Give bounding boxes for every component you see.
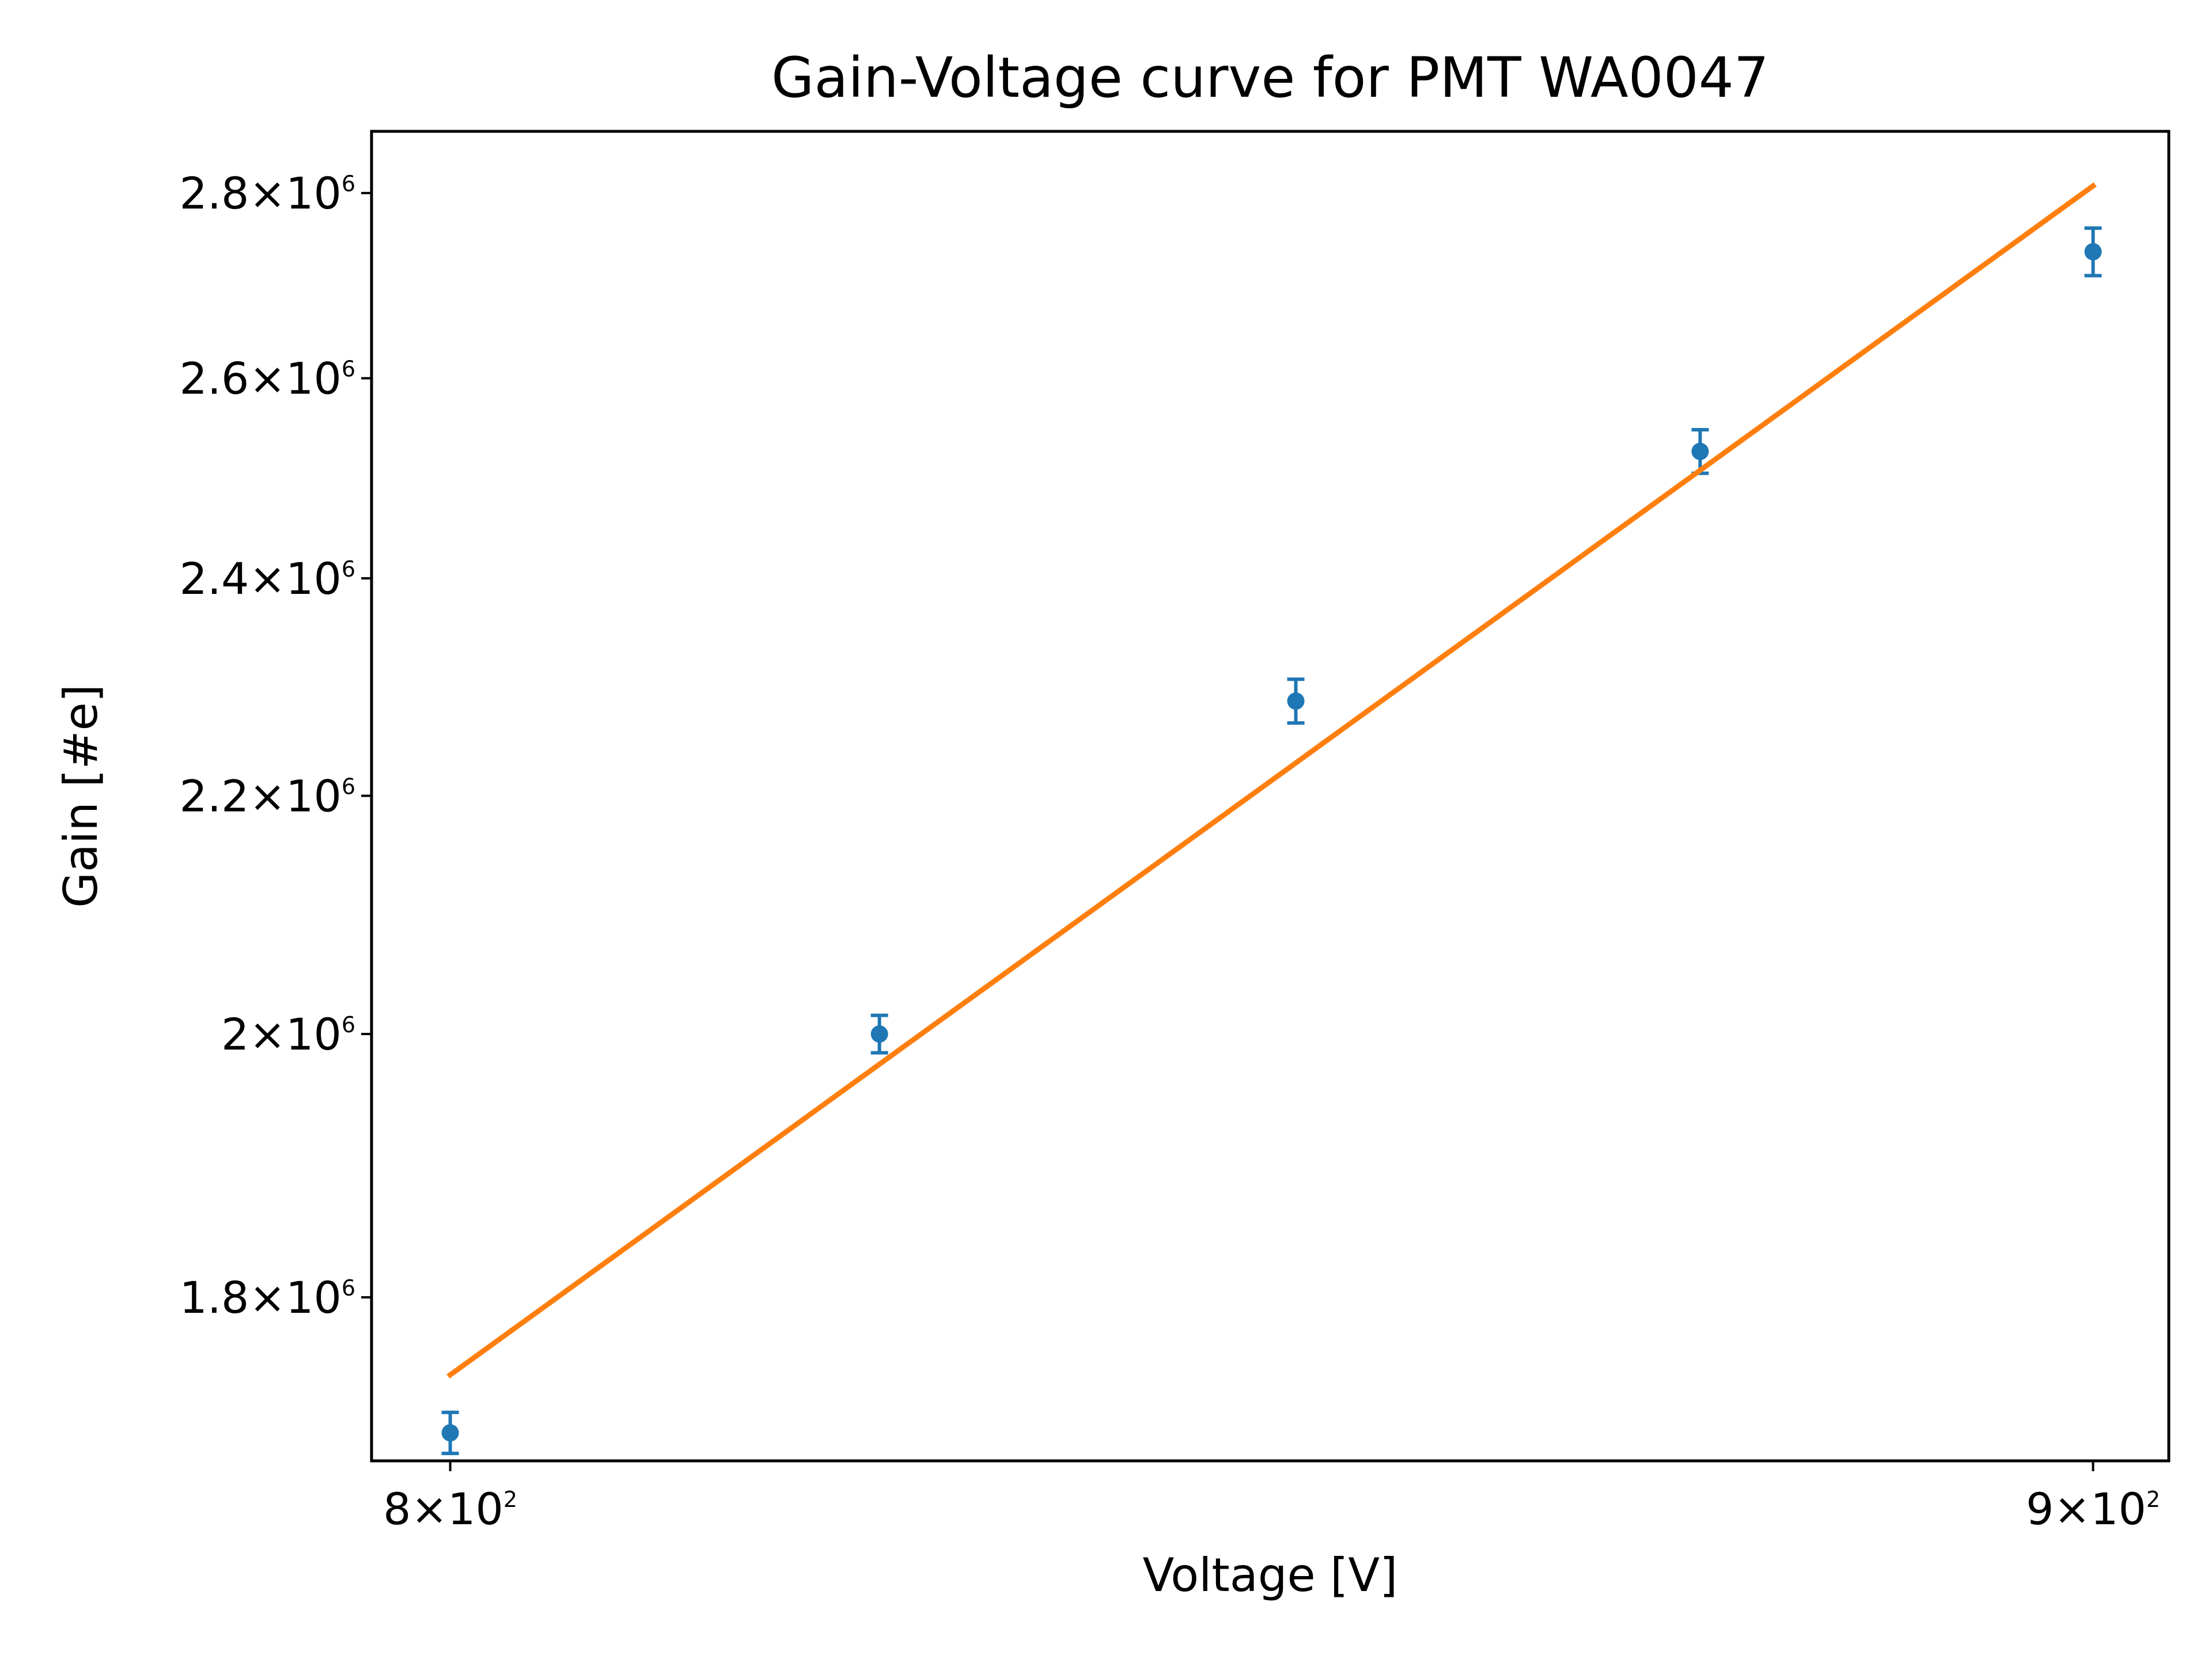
- x-tick-times: ×: [411, 1483, 448, 1535]
- plot-area: [441, 182, 2102, 1456]
- data-point: [441, 1424, 459, 1442]
- y-tick-times: ×: [249, 353, 286, 404]
- y-tick-exponent: 6: [342, 357, 355, 382]
- y-tick-mantissa: 2.4: [180, 553, 249, 604]
- x-axis-label: Voltage [V]: [1143, 1548, 1398, 1602]
- y-tick-times: ×: [249, 1009, 286, 1060]
- data-point: [870, 1025, 888, 1043]
- data-point: [1691, 442, 1709, 460]
- y-tick-exponent: 6: [342, 1012, 355, 1037]
- y-tick-times: ×: [249, 770, 286, 821]
- fit-line: [446, 182, 2097, 1379]
- y-tick-mantissa: 1.8: [180, 1272, 249, 1323]
- y-tick-base: 10: [286, 770, 342, 821]
- y-tick-exponent: 6: [342, 774, 355, 799]
- y-tick-label: 2×106: [221, 1009, 355, 1060]
- data-point: [2084, 243, 2102, 261]
- y-tick-times: ×: [249, 168, 286, 219]
- y-tick-times: ×: [249, 553, 286, 604]
- x-tick-mantissa: 9: [2026, 1483, 2054, 1535]
- x-tick-label: 8×102: [383, 1483, 517, 1535]
- y-tick-mantissa: 2: [221, 1009, 249, 1060]
- y-tick-base: 10: [286, 353, 342, 404]
- y-tick-label: 2.4×106: [180, 553, 355, 604]
- y-tick-base: 10: [286, 1009, 342, 1060]
- y-tick-base: 10: [286, 553, 342, 604]
- y-tick-exponent: 6: [342, 1275, 355, 1301]
- x-tick-times: ×: [2054, 1483, 2090, 1535]
- y-tick-mantissa: 2.6: [180, 353, 249, 404]
- y-tick-mantissa: 2.8: [180, 168, 249, 219]
- x-tick-mantissa: 8: [383, 1483, 411, 1535]
- y-tick-label: 2.8×106: [180, 168, 355, 219]
- y-tick-exponent: 6: [342, 556, 355, 582]
- y-tick-label: 2.6×106: [180, 353, 355, 404]
- y-tick-base: 10: [286, 1272, 342, 1323]
- y-tick-mantissa: 2.2: [180, 770, 249, 821]
- x-tick-label: 9×102: [2026, 1483, 2160, 1535]
- axis-ticks: 8×102 9×1021.8×1062×1062.2×1062.4×1062.6×…: [180, 168, 2160, 1535]
- y-tick-base: 10: [286, 168, 342, 219]
- y-tick-label: 1.8×106: [180, 1272, 355, 1323]
- x-tick-base: 10: [2090, 1483, 2146, 1535]
- chart-title: Gain-Voltage curve for PMT WA0047: [771, 46, 1769, 110]
- y-tick-exponent: 6: [342, 171, 355, 196]
- y-tick-times: ×: [249, 1272, 286, 1323]
- x-tick-base: 10: [448, 1483, 503, 1535]
- x-tick-exponent: 2: [503, 1487, 517, 1512]
- y-tick-label: 2.2×106: [180, 770, 355, 821]
- x-tick-exponent: 2: [2146, 1487, 2160, 1512]
- data-point: [1287, 692, 1305, 710]
- y-axis-label: Gain [#e]: [54, 684, 108, 908]
